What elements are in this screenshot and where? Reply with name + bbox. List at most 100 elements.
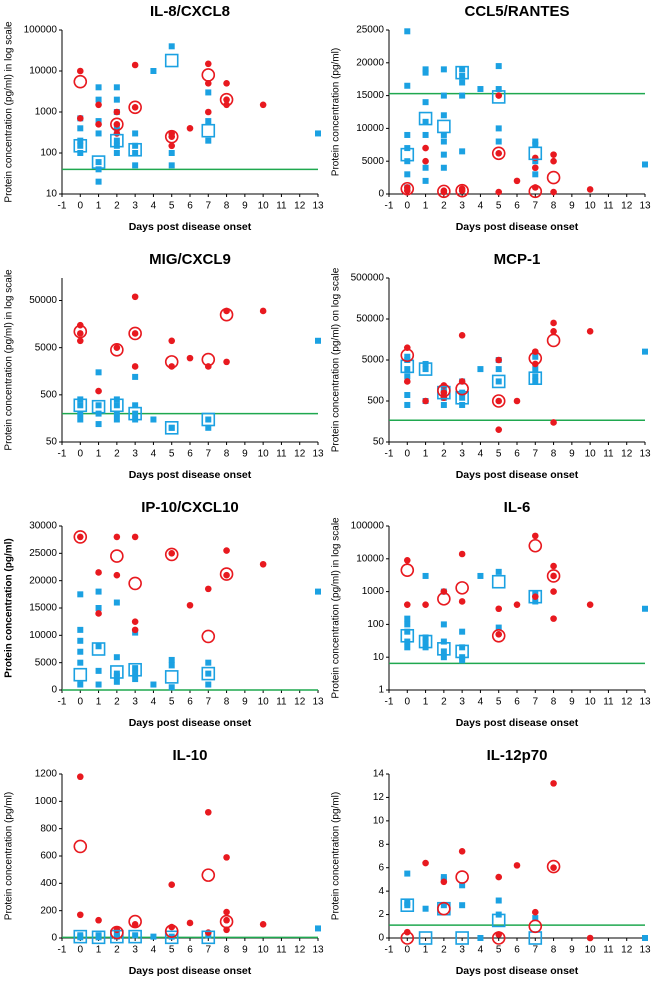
mean-marker [455, 870, 469, 884]
point [204, 108, 212, 116]
mean-marker [455, 931, 469, 945]
point [76, 773, 84, 781]
point [422, 601, 429, 608]
y-tick-label: 5000 [362, 156, 385, 167]
x-tick-label: 6 [187, 945, 193, 956]
x-tick-label: 5 [496, 449, 502, 460]
mean-marker [437, 642, 451, 656]
point [77, 125, 84, 132]
x-tick-label: 10 [585, 201, 597, 212]
point [95, 130, 102, 137]
panel: MCP-1 Protein concentration (pg/ml) on lo… [331, 251, 651, 481]
x-tick-label: 13 [312, 201, 324, 212]
x-tick-label: 6 [514, 201, 520, 212]
mean-marker [491, 90, 506, 104]
y-tick-label: 500 [40, 389, 57, 400]
point [186, 125, 194, 132]
point [131, 104, 139, 111]
point [550, 157, 557, 165]
point [550, 562, 557, 570]
mean-marker [201, 629, 216, 644]
point [495, 873, 503, 881]
x-tick-label: 12 [621, 201, 633, 212]
mean-marker [110, 925, 124, 940]
y-tick-label: 1000 [35, 796, 58, 807]
point [477, 366, 484, 373]
point [95, 178, 102, 185]
x-tick-label: 0 [78, 449, 84, 460]
mean-marker [110, 929, 124, 944]
mean-marker [546, 569, 561, 583]
y-tick-label: 25000 [356, 25, 384, 36]
x-axis-label: Days post disease onset [456, 221, 579, 233]
x-tick-label: -1 [385, 945, 394, 956]
point [459, 148, 466, 155]
y-tick-label: 200 [40, 905, 57, 916]
point [404, 131, 411, 138]
mean-marker [164, 421, 179, 435]
point [95, 101, 102, 109]
x-tick-label: 10 [258, 201, 270, 212]
mean-marker [528, 146, 543, 161]
point [459, 79, 466, 86]
point [531, 908, 539, 916]
y-axis-label: Protein concentration (pg/ml) in log sca… [4, 269, 15, 451]
point [131, 293, 139, 301]
y-tick-label: 1000 [362, 586, 385, 597]
x-tick-label: 8 [551, 697, 557, 708]
point [113, 410, 120, 417]
y-tick-label: 1200 [35, 769, 58, 780]
point [315, 925, 321, 932]
point [404, 628, 411, 635]
point [186, 601, 194, 609]
point [403, 557, 411, 564]
x-tick-label: 4 [478, 449, 484, 460]
mean-marker [201, 412, 216, 427]
point [495, 86, 502, 93]
point [150, 68, 157, 74]
point [95, 84, 102, 91]
point [458, 332, 466, 339]
point [113, 599, 120, 606]
point [422, 634, 429, 641]
point [495, 624, 502, 631]
x-tick-label: 6 [514, 449, 520, 460]
point [113, 416, 120, 423]
x-tick-label: 3 [459, 697, 465, 708]
mean-marker [437, 901, 451, 916]
mean-marker [201, 68, 216, 82]
x-tick-label: 11 [603, 201, 614, 212]
mean-marker [110, 549, 124, 563]
point [132, 130, 139, 137]
point [76, 337, 84, 345]
x-tick-label: 1 [423, 697, 429, 708]
point [532, 590, 539, 597]
x-tick-label: 11 [276, 449, 287, 460]
point [76, 67, 84, 75]
point [642, 348, 648, 355]
point [132, 670, 139, 677]
point [440, 92, 447, 99]
x-tick-label: 2 [441, 201, 447, 212]
point [422, 131, 429, 138]
point [422, 397, 429, 405]
mean-marker [219, 567, 234, 581]
y-tick-label: 5000 [362, 355, 385, 366]
x-tick-label: 4 [151, 201, 157, 212]
point [131, 61, 139, 69]
point [205, 424, 212, 431]
point [77, 416, 84, 423]
point [422, 66, 429, 73]
panel: IL-6 Protein concentration (pg/ml) in log… [331, 499, 651, 729]
panel: IL-12p70 Protein concentration (pg/ml) Day… [331, 747, 651, 977]
x-tick-label: 1 [96, 201, 102, 212]
x-tick-label: 5 [169, 945, 175, 956]
y-axis-label: Protein concentration (pg/ml) on log sca… [331, 267, 342, 452]
y-tick-label: 8 [378, 839, 384, 850]
x-tick-label: 1 [96, 697, 102, 708]
x-axis-label: Days post disease onset [456, 469, 579, 481]
point [95, 569, 102, 576]
point [168, 142, 176, 150]
y-tick-label: 50000 [29, 295, 57, 306]
x-tick-label: 9 [242, 945, 248, 956]
